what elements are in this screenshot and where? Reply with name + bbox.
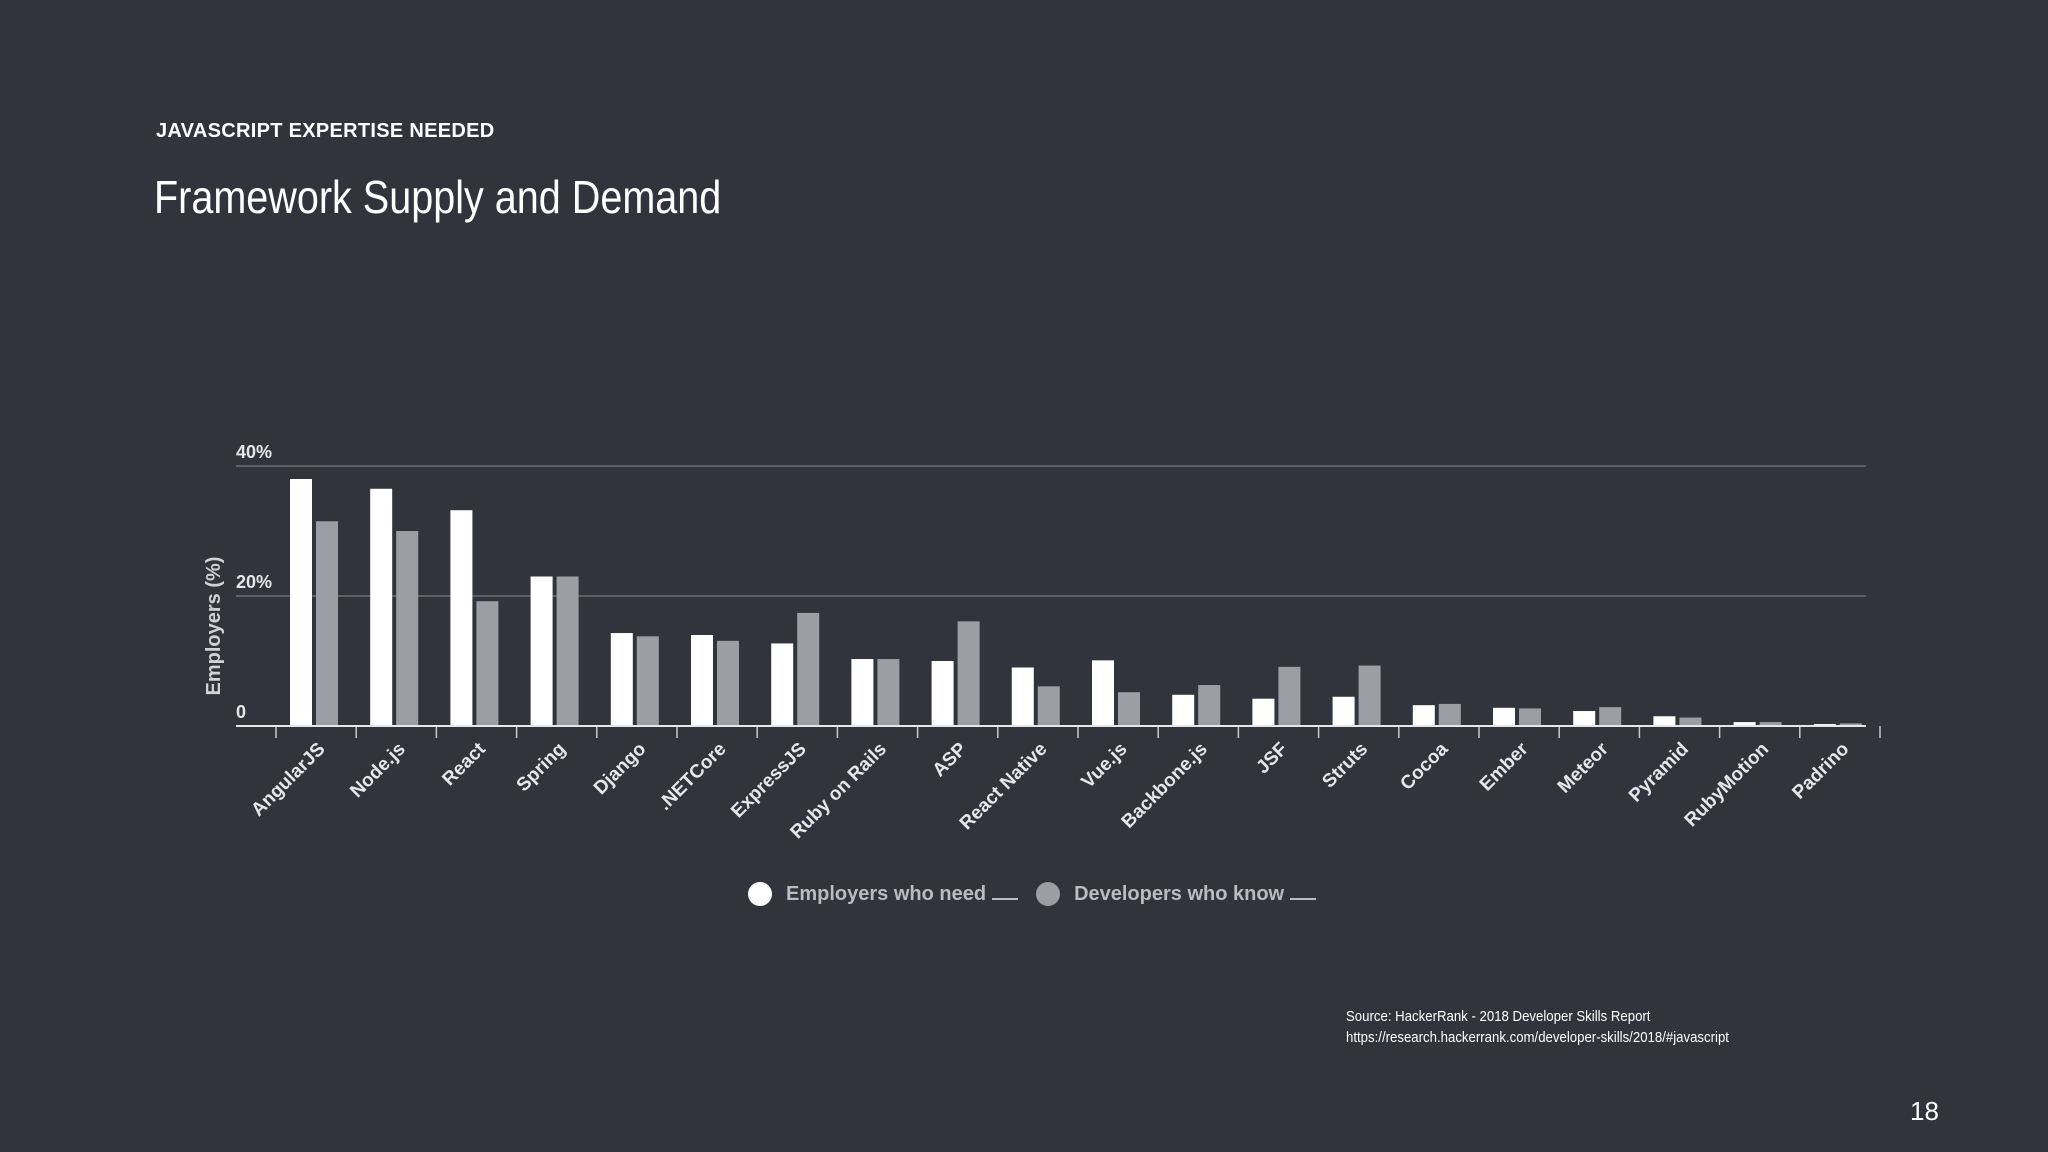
bar-developers	[1438, 703, 1461, 726]
legend-label-developers: Developers who know	[1074, 882, 1285, 905]
x-tick-label: Struts	[1318, 739, 1372, 793]
legend-item-developers[interactable]: Developers who know	[1036, 882, 1317, 906]
legend-swatch-employers	[748, 882, 772, 906]
legend-blank-developers	[1290, 888, 1317, 900]
legend-blank-employers	[992, 888, 1019, 900]
x-tick-label: Cocoa	[1396, 738, 1452, 794]
bar-developers	[1278, 666, 1301, 726]
bar-employers	[1092, 660, 1114, 726]
x-tick-label: ExpressJS	[727, 739, 811, 823]
bar-developers	[1037, 686, 1060, 726]
x-tick-label: Meteor	[1554, 738, 1613, 797]
bar-employers	[1653, 716, 1676, 726]
source-line-1: Source: HackerRank - 2018 Developer Skil…	[1346, 1008, 1651, 1025]
x-tick-label: ASP	[929, 738, 972, 781]
bar-developers	[1519, 708, 1541, 726]
x-tick-label: React	[438, 738, 490, 790]
bar-developers	[877, 659, 900, 726]
x-tick-label: Spring	[513, 739, 570, 796]
bar-employers	[610, 633, 633, 726]
slide-title: Framework Supply and Demand	[154, 171, 722, 223]
bar-chart: 0 20% 40% Employers (%) AngularJS Node.js Reac…	[203, 442, 1881, 843]
x-tick-label: Vue.js	[1078, 739, 1132, 793]
bar-developers	[797, 612, 820, 726]
bar-developers	[476, 601, 499, 726]
bar-employers	[1412, 705, 1435, 726]
bar-employers	[450, 510, 473, 726]
bar-developers	[717, 640, 739, 726]
bar-developers	[1679, 717, 1702, 726]
legend-label-employers: Employers who need	[786, 882, 987, 905]
bar-employers	[530, 576, 553, 726]
chart-legend: Employers who need Developers who know	[748, 882, 1334, 906]
bar-employers	[290, 479, 312, 726]
bar-employers	[1011, 667, 1034, 726]
bar-developers	[1118, 692, 1140, 726]
bar-developers	[636, 636, 659, 726]
bar-employers	[1493, 707, 1515, 726]
x-tick-label: Padrino	[1788, 739, 1853, 804]
source-citation: Source: HackerRank - 2018 Developer Skil…	[1346, 1006, 1729, 1048]
x-tick-label: .NETCore	[654, 739, 730, 815]
bar-employers	[1252, 698, 1275, 726]
bar-employers	[1733, 722, 1756, 726]
x-tick-label: RubyMotion	[1681, 739, 1773, 831]
bar-employers	[1573, 711, 1596, 726]
y-tick-label: 40%	[236, 442, 272, 462]
bar-developers	[1198, 685, 1221, 726]
bar-developers	[957, 621, 980, 726]
source-url[interactable]: https://research.hackerrank.com/develope…	[1346, 1029, 1729, 1046]
x-tick-label: AngularJS	[247, 739, 329, 821]
x-tick-label: Backbone.js	[1118, 739, 1212, 833]
slide-eyebrow: JAVASCRIPT EXPERTISE NEEDED	[156, 120, 495, 142]
bar-employers	[1332, 696, 1355, 726]
y-tick-label: 20%	[236, 572, 272, 592]
y-tick-label: 0	[236, 702, 246, 722]
x-tick-label: JSF	[1252, 739, 1291, 778]
bar-employers	[851, 659, 874, 726]
legend-swatch-developers	[1036, 882, 1061, 906]
bar-employers	[691, 635, 713, 726]
bar-developers	[556, 576, 579, 726]
page-number: 18	[1910, 1096, 1939, 1126]
bar-employers	[370, 488, 393, 726]
bar-employers	[1172, 694, 1195, 726]
bar-developers	[1839, 723, 1862, 726]
y-axis-label: Employers (%)	[203, 557, 225, 696]
x-tick-label: Django	[590, 739, 650, 799]
bar-developers	[1759, 722, 1782, 726]
bar-developers	[316, 521, 338, 726]
bar-developers	[1358, 665, 1381, 726]
bar-employers	[771, 643, 794, 726]
bar-employers	[931, 661, 954, 726]
x-tick-label: Ember	[1476, 738, 1533, 795]
x-tick-label: Node.js	[346, 739, 409, 802]
bar-developers	[396, 531, 419, 726]
legend-item-employers[interactable]: Employers who need	[748, 882, 1019, 906]
x-tick-label: Pyramid	[1625, 739, 1693, 807]
bar-developers	[1599, 707, 1622, 726]
